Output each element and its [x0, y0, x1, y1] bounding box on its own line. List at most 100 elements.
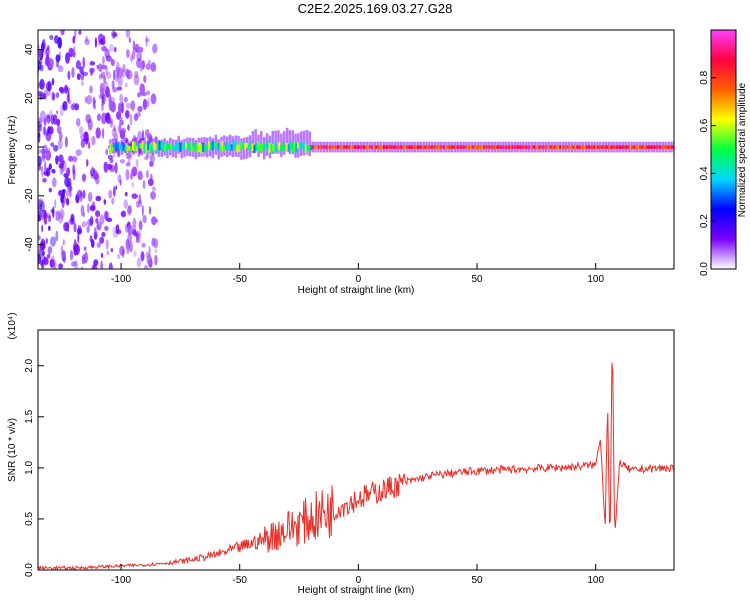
noise-mark	[150, 93, 157, 105]
band-core-mark	[369, 145, 372, 149]
noise-mark	[101, 231, 106, 238]
noise-mark	[104, 225, 109, 231]
band-core-mark	[145, 144, 148, 154]
noise-mark	[83, 131, 89, 139]
noise-mark	[81, 253, 87, 261]
noise-mark	[44, 58, 50, 67]
band-core-mark	[151, 144, 153, 152]
noise-mark	[74, 30, 77, 39]
noise-mark	[52, 261, 55, 268]
band-core-mark	[544, 145, 546, 149]
band-core-mark	[487, 145, 489, 149]
noise-mark	[105, 66, 109, 76]
noise-mark	[101, 95, 104, 107]
band-halo-mark	[240, 138, 243, 160]
noise-mark	[154, 254, 158, 266]
noise-mark	[96, 221, 102, 231]
band-core-mark	[356, 145, 358, 149]
noise-mark	[110, 58, 115, 67]
band-core-mark	[466, 145, 469, 149]
band-core-mark	[566, 145, 569, 149]
noise-mark	[72, 52, 76, 58]
noise-mark	[42, 177, 47, 183]
band-core-mark	[665, 145, 668, 149]
noise-mark	[48, 58, 54, 69]
x-tick-label: 0	[356, 274, 362, 285]
noise-mark	[81, 81, 84, 86]
band-core-mark	[568, 145, 571, 149]
noise-mark	[55, 210, 60, 221]
band-core-mark	[192, 142, 195, 150]
noise-mark	[124, 96, 128, 103]
band-core-mark	[272, 143, 275, 152]
band-halo-mark	[254, 129, 257, 152]
noise-mark	[108, 189, 113, 199]
band-core-mark	[152, 141, 155, 150]
band-core-mark	[581, 145, 584, 149]
band-core-mark	[111, 146, 114, 152]
band-core-mark	[268, 142, 271, 153]
noise-mark	[95, 217, 99, 224]
noise-mark	[98, 73, 103, 80]
noise-mark	[136, 111, 140, 119]
noise-mark	[103, 161, 109, 173]
noise-mark	[140, 65, 143, 72]
noise-mark	[90, 239, 95, 248]
noise-mark	[131, 181, 134, 188]
band-core-mark	[337, 145, 339, 149]
noise-mark	[50, 236, 56, 247]
band-core-mark	[321, 145, 324, 149]
band-core-mark	[300, 143, 303, 149]
band-core-mark	[312, 145, 315, 149]
band-core-mark	[217, 143, 220, 151]
band-core-mark	[428, 145, 431, 149]
noise-mark	[79, 66, 84, 74]
noise-mark	[114, 46, 117, 53]
noise-mark	[101, 64, 108, 70]
noise-mark	[39, 92, 43, 100]
noise-mark	[48, 225, 51, 231]
band-core-mark	[308, 145, 311, 152]
band-core-mark	[120, 144, 123, 152]
band-core-mark	[147, 141, 150, 150]
noise-mark	[74, 103, 80, 111]
band-core-mark	[232, 140, 235, 150]
noise-mark	[132, 40, 136, 51]
band-core-mark	[521, 145, 524, 149]
noise-mark	[86, 225, 90, 233]
noise-mark	[38, 117, 42, 129]
band-core-mark	[420, 145, 423, 149]
noise-mark	[105, 239, 109, 251]
band-halo-mark	[305, 129, 309, 155]
band-core-mark	[403, 145, 406, 149]
noise-mark	[71, 67, 75, 78]
noise-mark	[89, 85, 93, 94]
band-core-mark	[585, 145, 588, 149]
noise-mark	[83, 246, 87, 251]
noise-mark	[117, 76, 123, 87]
band-core-mark	[629, 145, 632, 149]
band-core-mark	[519, 145, 522, 149]
band-core-mark	[504, 145, 507, 149]
band-core-mark	[169, 143, 172, 151]
band-core-mark	[242, 142, 245, 150]
noise-mark	[106, 119, 112, 124]
noise-mark	[67, 91, 70, 103]
noise-mark	[152, 43, 158, 54]
noise-mark	[38, 155, 42, 167]
x-tick-label: 0	[356, 575, 362, 586]
noise-mark	[55, 155, 59, 165]
noise-mark	[39, 78, 45, 90]
band-core-mark	[244, 142, 246, 150]
noise-mark	[66, 221, 70, 233]
noise-mark	[76, 73, 81, 81]
noise-mark	[43, 257, 49, 266]
noise-mark	[143, 75, 147, 83]
y-tick-label: 0.5	[24, 512, 35, 526]
band-core-mark	[414, 145, 417, 149]
noise-mark	[77, 232, 80, 244]
band-core-mark	[285, 143, 288, 151]
noise-mark	[66, 197, 70, 206]
band-core-mark	[371, 145, 374, 149]
colorbar-tick-label: 0.8	[699, 70, 710, 84]
